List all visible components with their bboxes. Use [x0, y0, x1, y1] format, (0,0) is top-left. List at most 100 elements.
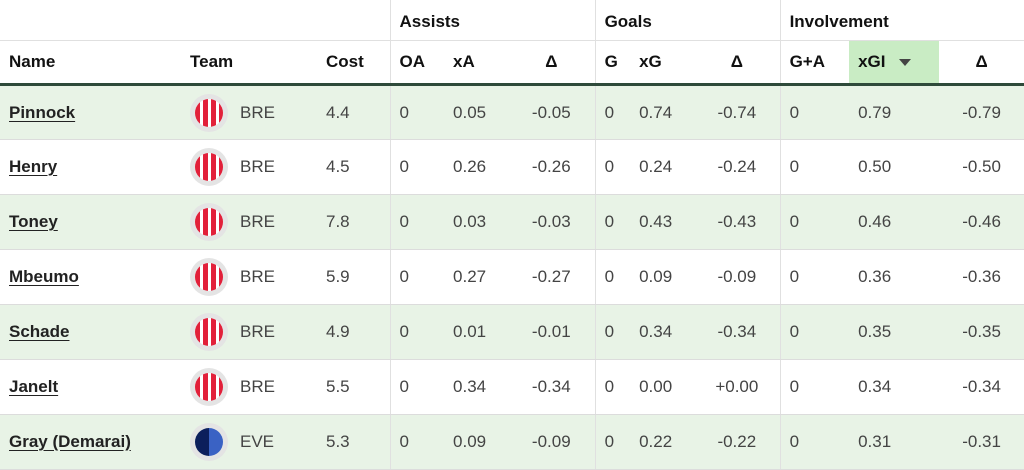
- ga-cell: 0: [779, 249, 850, 305]
- xg-cell: 0.43: [630, 194, 695, 250]
- name-cell: Toney: [0, 194, 181, 250]
- col-header-xa[interactable]: xA: [444, 40, 509, 86]
- col-header-xg[interactable]: xG: [630, 40, 695, 86]
- delta-assists-cell: -0.34: [508, 359, 596, 415]
- cost-cell: 5.9: [317, 249, 391, 305]
- team-code: EVE: [240, 432, 275, 451]
- team-cell: BRE: [181, 304, 317, 360]
- name-cell: Mbeumo: [0, 249, 181, 305]
- ga-cell: 0: [779, 359, 850, 415]
- brentford-kit-icon: [195, 208, 223, 236]
- delta-goals-cell: -0.24: [694, 139, 781, 195]
- xgi-cell: 0.46: [849, 194, 940, 250]
- delta-goals-cell: -0.34: [694, 304, 781, 360]
- group-header-blank: [0, 0, 391, 41]
- col-header-cost[interactable]: Cost: [317, 40, 391, 86]
- xg-cell: 0.24: [630, 139, 695, 195]
- brentford-kit-icon: [195, 153, 223, 181]
- name-cell: Janelt: [0, 359, 181, 415]
- col-header-ga[interactable]: G+A: [779, 40, 850, 86]
- team-code: BRE: [240, 157, 275, 176]
- team-cell: BRE: [181, 249, 317, 305]
- g-cell: 0: [594, 304, 631, 360]
- team-code: BRE: [240, 267, 275, 286]
- name-cell: Henry: [0, 139, 181, 195]
- delta-assists-cell: -0.26: [508, 139, 596, 195]
- oa-cell: 0: [389, 304, 445, 360]
- team-cell: BRE: [181, 359, 317, 415]
- table-row: Henry BRE 4.5 0 0.26 -0.26 0 0.24 -0.24 0 0.50 -0.5…: [0, 139, 1024, 195]
- team-badge-group: EVE: [190, 423, 317, 461]
- xa-cell: 0.05: [444, 84, 509, 140]
- oa-cell: 0: [389, 84, 445, 140]
- col-header-oa[interactable]: OA: [389, 40, 445, 86]
- xgi-cell: 0.50: [849, 139, 940, 195]
- g-cell: 0: [594, 84, 631, 140]
- g-cell: 0: [594, 414, 631, 470]
- ga-cell: 0: [779, 194, 850, 250]
- player-name-link[interactable]: Gray (Demarai): [9, 432, 131, 451]
- col-header-team[interactable]: Team: [181, 40, 317, 86]
- col-header-xgi[interactable]: xGI: [849, 40, 940, 86]
- table-row: Pinnock BRE 4.4 0 0.05 -0.05 0 0.74 -0.74 0 0.79 -0…: [0, 84, 1024, 140]
- ga-cell: 0: [779, 304, 850, 360]
- player-name-link[interactable]: Pinnock: [9, 102, 76, 122]
- col-header-delta-assists[interactable]: Δ: [508, 40, 596, 86]
- delta-assists-cell: -0.27: [508, 249, 596, 305]
- delta-goals-cell: -0.74: [694, 84, 781, 140]
- group-header-assists: Assists: [389, 0, 596, 41]
- cost-cell: 5.5: [317, 359, 391, 415]
- team-code: BRE: [240, 212, 275, 231]
- xa-cell: 0.27: [444, 249, 509, 305]
- team-badge: [190, 368, 228, 406]
- group-header-goals: Goals: [594, 0, 781, 41]
- player-name-link[interactable]: Janelt: [9, 377, 59, 396]
- xgi-cell: 0.31: [849, 414, 940, 470]
- player-name-link[interactable]: Schade: [9, 322, 70, 341]
- delta-involvement-cell: -0.31: [939, 414, 1024, 470]
- table-body: Pinnock BRE 4.4 0 0.05 -0.05 0 0.74 -0.74 0 0.79 -0…: [0, 84, 1024, 470]
- col-header-delta-involvement[interactable]: Δ: [939, 40, 1024, 86]
- delta-involvement-cell: -0.35: [939, 304, 1024, 360]
- team-badge-group: BRE: [190, 258, 317, 296]
- team-cell: EVE: [181, 414, 317, 470]
- oa-cell: 0: [389, 414, 445, 470]
- table-row: Toney BRE 7.8 0 0.03 -0.03 0 0.43 -0.43 0 0.46 -0.4…: [0, 194, 1024, 250]
- delta-goals-cell: -0.43: [694, 194, 781, 250]
- player-name-link[interactable]: Mbeumo: [9, 267, 79, 286]
- xgi-cell: 0.35: [849, 304, 940, 360]
- g-cell: 0: [594, 139, 631, 195]
- delta-involvement-cell: -0.34: [939, 359, 1024, 415]
- xg-cell: 0.34: [630, 304, 695, 360]
- g-cell: 0: [594, 249, 631, 305]
- col-header-delta-goals[interactable]: Δ: [694, 40, 781, 86]
- column-header-row: Name Team Cost OA xA Δ G xG Δ G+A xGI Δ: [0, 40, 1024, 86]
- table-row: Schade BRE 4.9 0 0.01 -0.01 0 0.34 -0.34 0 0.35 -0.…: [0, 304, 1024, 360]
- group-header-row: Assists Goals Involvement: [0, 0, 1024, 41]
- table-row: Gray (Demarai) EVE 5.3 0 0.09 -0.09 0 0.22 -0.22…: [0, 414, 1024, 470]
- delta-involvement-cell: -0.50: [939, 139, 1024, 195]
- col-header-name[interactable]: Name: [0, 40, 181, 86]
- group-header-involvement: Involvement: [779, 0, 1024, 41]
- team-badge-group: BRE: [190, 203, 317, 241]
- team-badge-group: BRE: [190, 368, 317, 406]
- brentford-kit-icon: [195, 373, 223, 401]
- xgi-cell: 0.36: [849, 249, 940, 305]
- xa-cell: 0.09: [444, 414, 509, 470]
- team-cell: BRE: [181, 139, 317, 195]
- col-header-g[interactable]: G: [594, 40, 631, 86]
- team-cell: BRE: [181, 194, 317, 250]
- delta-involvement-cell: -0.79: [939, 84, 1024, 140]
- xgi-cell: 0.79: [849, 84, 940, 140]
- team-badge: [190, 203, 228, 241]
- g-cell: 0: [594, 194, 631, 250]
- oa-cell: 0: [389, 194, 445, 250]
- player-name-link[interactable]: Henry: [9, 157, 58, 176]
- player-name-link[interactable]: Toney: [9, 212, 58, 231]
- col-header-xgi-label: xGI: [858, 52, 886, 71]
- team-badge: [190, 93, 228, 132]
- delta-goals-cell: -0.22: [694, 414, 781, 470]
- delta-assists-cell: -0.05: [508, 84, 596, 140]
- oa-cell: 0: [389, 249, 445, 305]
- team-badge-group: BRE: [190, 313, 317, 351]
